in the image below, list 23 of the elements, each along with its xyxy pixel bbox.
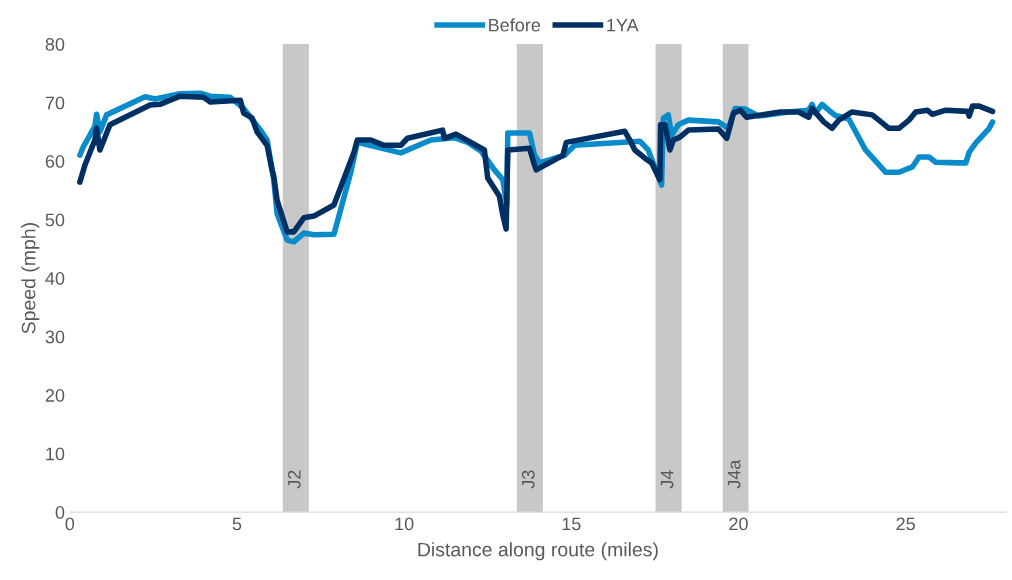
x-tick-label: 5 (232, 517, 242, 531)
y-tick-label: 50 (45, 213, 65, 227)
band-label: J2 (287, 470, 301, 489)
y-tick-label: 10 (46, 447, 65, 461)
y-tick-label: 70 (45, 96, 65, 110)
x-tick-label: 0 (65, 517, 75, 531)
y-axis-title: Speed (mph) (21, 223, 40, 334)
x-tick-label: 10 (395, 517, 414, 531)
y-tick-label: 40 (45, 272, 65, 285)
band-label: J3 (521, 470, 535, 489)
legend-label: 1YA (607, 18, 639, 32)
band-label: J4a (727, 459, 741, 489)
legend-label: Before (489, 18, 541, 32)
y-tick-label: 80 (45, 38, 65, 51)
y-tick-label: 20 (45, 389, 65, 402)
x-axis-title: Distance along route (miles) (418, 542, 658, 561)
band-label: J4 (660, 470, 674, 489)
x-tick-label: 15 (562, 517, 581, 531)
y-tick-label: 30 (45, 330, 65, 344)
y-tick-label: 60 (45, 155, 65, 168)
x-tick-label: 20 (729, 517, 748, 531)
y-tick-label: 0 (55, 506, 65, 519)
x-tick-label: 25 (896, 517, 915, 531)
